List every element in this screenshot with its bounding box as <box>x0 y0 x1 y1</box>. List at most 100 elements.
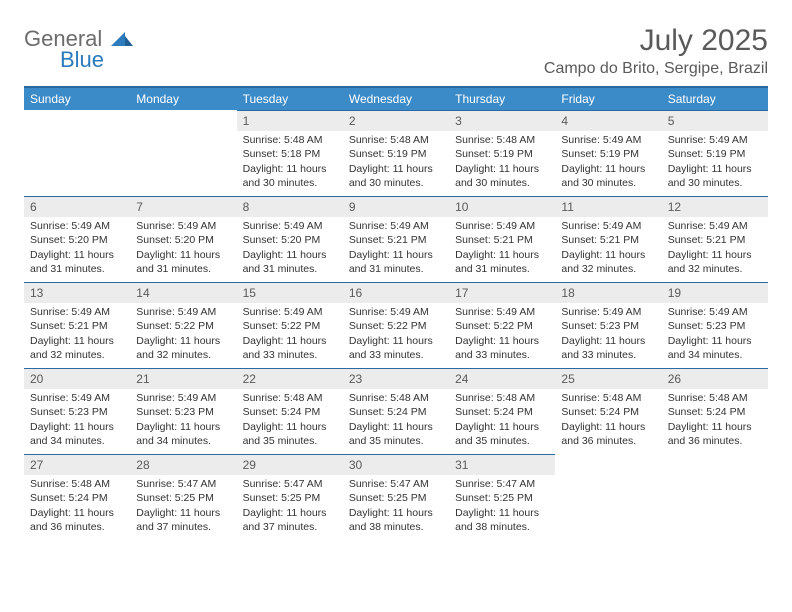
daylight-text-1: Daylight: 11 hours <box>243 162 337 176</box>
daylight-text-1: Daylight: 11 hours <box>455 162 549 176</box>
brand-text: General Blue <box>24 28 133 71</box>
daylight-text-2: and 33 minutes. <box>243 348 337 362</box>
weekday-header: Sunday <box>24 87 130 110</box>
daylight-text-1: Daylight: 11 hours <box>349 506 443 520</box>
sunset-text: Sunset: 5:25 PM <box>349 491 443 505</box>
sunrise-text: Sunrise: 5:49 AM <box>455 219 549 233</box>
sunset-text: Sunset: 5:21 PM <box>455 233 549 247</box>
sunset-text: Sunset: 5:19 PM <box>561 147 655 161</box>
calendar-day-cell: 23Sunrise: 5:48 AMSunset: 5:24 PMDayligh… <box>343 368 449 454</box>
daylight-text-1: Daylight: 11 hours <box>668 420 762 434</box>
brand-blue: Blue <box>60 49 133 71</box>
brand-logo: General Blue <box>24 24 133 71</box>
daylight-text-1: Daylight: 11 hours <box>243 506 337 520</box>
sunset-text: Sunset: 5:19 PM <box>349 147 443 161</box>
day-body: Sunrise: 5:49 AMSunset: 5:21 PMDaylight:… <box>555 217 661 280</box>
calendar-table: SundayMondayTuesdayWednesdayThursdayFrid… <box>24 86 768 540</box>
day-body: Sunrise: 5:49 AMSunset: 5:22 PMDaylight:… <box>130 303 236 366</box>
sunset-text: Sunset: 5:21 PM <box>668 233 762 247</box>
calendar-day-cell: 30Sunrise: 5:47 AMSunset: 5:25 PMDayligh… <box>343 454 449 540</box>
header: General Blue July 2025 Campo do Brito, S… <box>24 24 768 78</box>
sunrise-text: Sunrise: 5:47 AM <box>136 477 230 491</box>
daylight-text-2: and 31 minutes. <box>455 262 549 276</box>
day-body: Sunrise: 5:49 AMSunset: 5:23 PMDaylight:… <box>130 389 236 452</box>
sunset-text: Sunset: 5:25 PM <box>455 491 549 505</box>
day-number: 16 <box>343 282 449 303</box>
day-body: Sunrise: 5:48 AMSunset: 5:24 PMDaylight:… <box>343 389 449 452</box>
weekday-header: Saturday <box>662 87 768 110</box>
sunset-text: Sunset: 5:24 PM <box>668 405 762 419</box>
day-body: Sunrise: 5:49 AMSunset: 5:20 PMDaylight:… <box>130 217 236 280</box>
day-body: Sunrise: 5:49 AMSunset: 5:19 PMDaylight:… <box>555 131 661 194</box>
sunrise-text: Sunrise: 5:48 AM <box>561 391 655 405</box>
daylight-text-1: Daylight: 11 hours <box>455 420 549 434</box>
sunrise-text: Sunrise: 5:49 AM <box>136 219 230 233</box>
daylight-text-1: Daylight: 11 hours <box>561 162 655 176</box>
day-body: Sunrise: 5:49 AMSunset: 5:22 PMDaylight:… <box>449 303 555 366</box>
day-number: 23 <box>343 368 449 389</box>
calendar-day-cell: 13Sunrise: 5:49 AMSunset: 5:21 PMDayligh… <box>24 282 130 368</box>
sunset-text: Sunset: 5:23 PM <box>136 405 230 419</box>
calendar-day-cell: 11Sunrise: 5:49 AMSunset: 5:21 PMDayligh… <box>555 196 661 282</box>
calendar-body: 1Sunrise: 5:48 AMSunset: 5:18 PMDaylight… <box>24 110 768 540</box>
calendar-day-cell: 12Sunrise: 5:49 AMSunset: 5:21 PMDayligh… <box>662 196 768 282</box>
sunrise-text: Sunrise: 5:47 AM <box>243 477 337 491</box>
calendar-day-cell: 25Sunrise: 5:48 AMSunset: 5:24 PMDayligh… <box>555 368 661 454</box>
day-number: 7 <box>130 196 236 217</box>
daylight-text-2: and 32 minutes. <box>561 262 655 276</box>
daylight-text-1: Daylight: 11 hours <box>349 334 443 348</box>
sunset-text: Sunset: 5:25 PM <box>243 491 337 505</box>
daylight-text-2: and 34 minutes. <box>668 348 762 362</box>
daylight-text-2: and 35 minutes. <box>349 434 443 448</box>
calendar-empty-cell <box>130 110 236 196</box>
sunset-text: Sunset: 5:23 PM <box>30 405 124 419</box>
weekday-header: Monday <box>130 87 236 110</box>
calendar-day-cell: 15Sunrise: 5:49 AMSunset: 5:22 PMDayligh… <box>237 282 343 368</box>
sunset-text: Sunset: 5:24 PM <box>30 491 124 505</box>
sunset-text: Sunset: 5:23 PM <box>668 319 762 333</box>
day-body: Sunrise: 5:49 AMSunset: 5:22 PMDaylight:… <box>343 303 449 366</box>
daylight-text-2: and 38 minutes. <box>349 520 443 534</box>
calendar-day-cell: 27Sunrise: 5:48 AMSunset: 5:24 PMDayligh… <box>24 454 130 540</box>
sunrise-text: Sunrise: 5:48 AM <box>455 133 549 147</box>
daylight-text-1: Daylight: 11 hours <box>561 420 655 434</box>
calendar-day-cell: 24Sunrise: 5:48 AMSunset: 5:24 PMDayligh… <box>449 368 555 454</box>
weekday-header: Tuesday <box>237 87 343 110</box>
calendar-day-cell: 29 Sunrise: 5:47 AMSunset: 5:25 PMDayligh… <box>237 454 343 540</box>
day-number: 21 <box>130 368 236 389</box>
sunrise-text: Sunrise: 5:49 AM <box>561 219 655 233</box>
daylight-text-2: and 36 minutes. <box>668 434 762 448</box>
sunset-text: Sunset: 5:18 PM <box>243 147 337 161</box>
calendar-day-cell: 22Sunrise: 5:48 AMSunset: 5:24 PMDayligh… <box>237 368 343 454</box>
sunrise-text: Sunrise: 5:48 AM <box>455 391 549 405</box>
sunset-text: Sunset: 5:24 PM <box>561 405 655 419</box>
day-body: Sunrise: 5:47 AMSunset: 5:25 PMDaylight:… <box>130 475 236 538</box>
calendar-week-row: 1Sunrise: 5:48 AMSunset: 5:18 PMDaylight… <box>24 110 768 196</box>
calendar-header: SundayMondayTuesdayWednesdayThursdayFrid… <box>24 87 768 110</box>
day-body: Sunrise: 5:48 AMSunset: 5:24 PMDaylight:… <box>555 389 661 452</box>
day-number: 4 <box>555 110 661 131</box>
calendar-day-cell: 3Sunrise: 5:48 AMSunset: 5:19 PMDaylight… <box>449 110 555 196</box>
sunrise-text: Sunrise: 5:47 AM <box>455 477 549 491</box>
calendar-week-row: 13Sunrise: 5:49 AMSunset: 5:21 PMDayligh… <box>24 282 768 368</box>
sunrise-text: Sunrise: 5:49 AM <box>668 305 762 319</box>
daylight-text-1: Daylight: 11 hours <box>243 334 337 348</box>
sunrise-text: Sunrise: 5:49 AM <box>30 219 124 233</box>
daylight-text-2: and 31 minutes. <box>136 262 230 276</box>
calendar-week-row: 6Sunrise: 5:49 AMSunset: 5:20 PMDaylight… <box>24 196 768 282</box>
daylight-text-1: Daylight: 11 hours <box>455 248 549 262</box>
calendar-day-cell: 2Sunrise: 5:48 AMSunset: 5:19 PMDaylight… <box>343 110 449 196</box>
sunrise-text: Sunrise: 5:48 AM <box>349 133 443 147</box>
day-body: Sunrise: 5:49 AMSunset: 5:21 PMDaylight:… <box>662 217 768 280</box>
day-body: Sunrise: 5:49 AMSunset: 5:23 PMDaylight:… <box>24 389 130 452</box>
day-number: 11 <box>555 196 661 217</box>
daylight-text-2: and 30 minutes. <box>243 176 337 190</box>
day-number: 28 <box>130 454 236 475</box>
day-number: 29 <box>237 454 343 475</box>
day-body: Sunrise: 5:49 AMSunset: 5:21 PMDaylight:… <box>343 217 449 280</box>
sunrise-text: Sunrise: 5:48 AM <box>30 477 124 491</box>
sunrise-text: Sunrise: 5:49 AM <box>349 305 443 319</box>
daylight-text-2: and 33 minutes. <box>349 348 443 362</box>
day-body: Sunrise: 5:49 AMSunset: 5:21 PMDaylight:… <box>449 217 555 280</box>
day-body: Sunrise: 5:47 AMSunset: 5:25 PMDaylight:… <box>343 475 449 538</box>
